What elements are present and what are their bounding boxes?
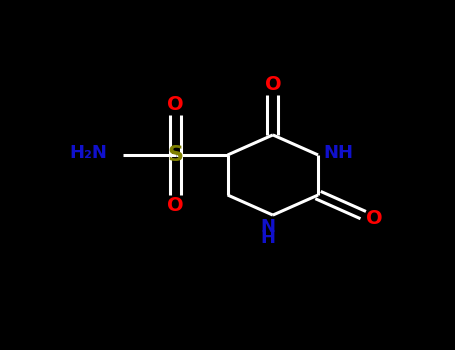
Text: O: O — [167, 196, 184, 215]
Text: O: O — [366, 209, 383, 228]
Text: H₂N: H₂N — [70, 144, 107, 162]
Text: H: H — [261, 229, 276, 247]
Text: N: N — [261, 218, 276, 236]
Text: S: S — [167, 145, 183, 165]
Text: O: O — [264, 75, 281, 94]
Text: O: O — [167, 95, 184, 114]
Text: NH: NH — [324, 144, 354, 162]
